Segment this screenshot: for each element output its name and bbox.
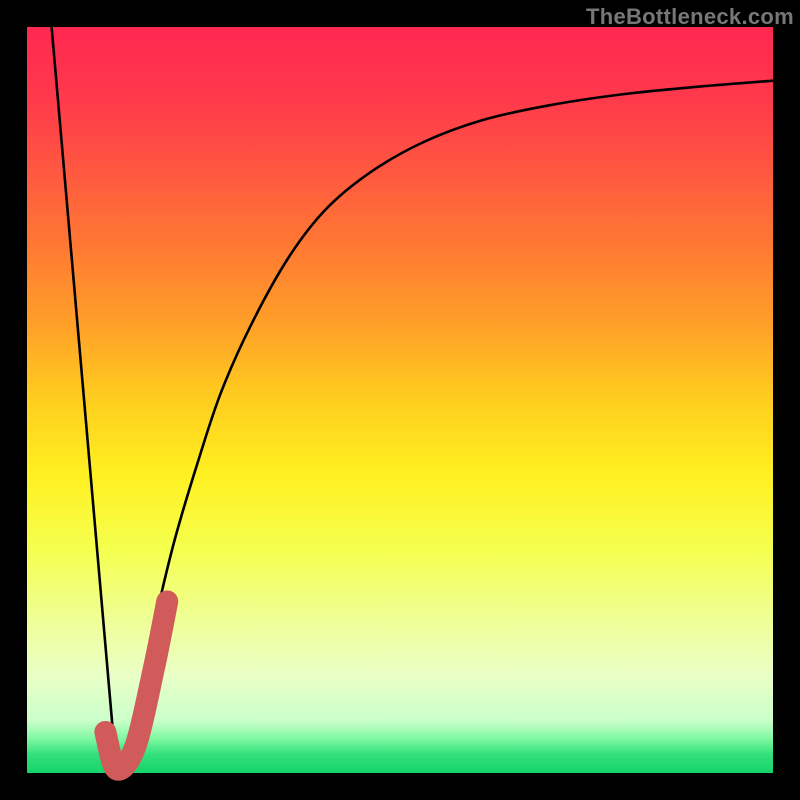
bottleneck-curve-chart: [0, 0, 800, 800]
chart-container: TheBottleneck.com: [0, 0, 800, 800]
watermark-text: TheBottleneck.com: [586, 4, 794, 30]
plot-area: [27, 27, 773, 773]
